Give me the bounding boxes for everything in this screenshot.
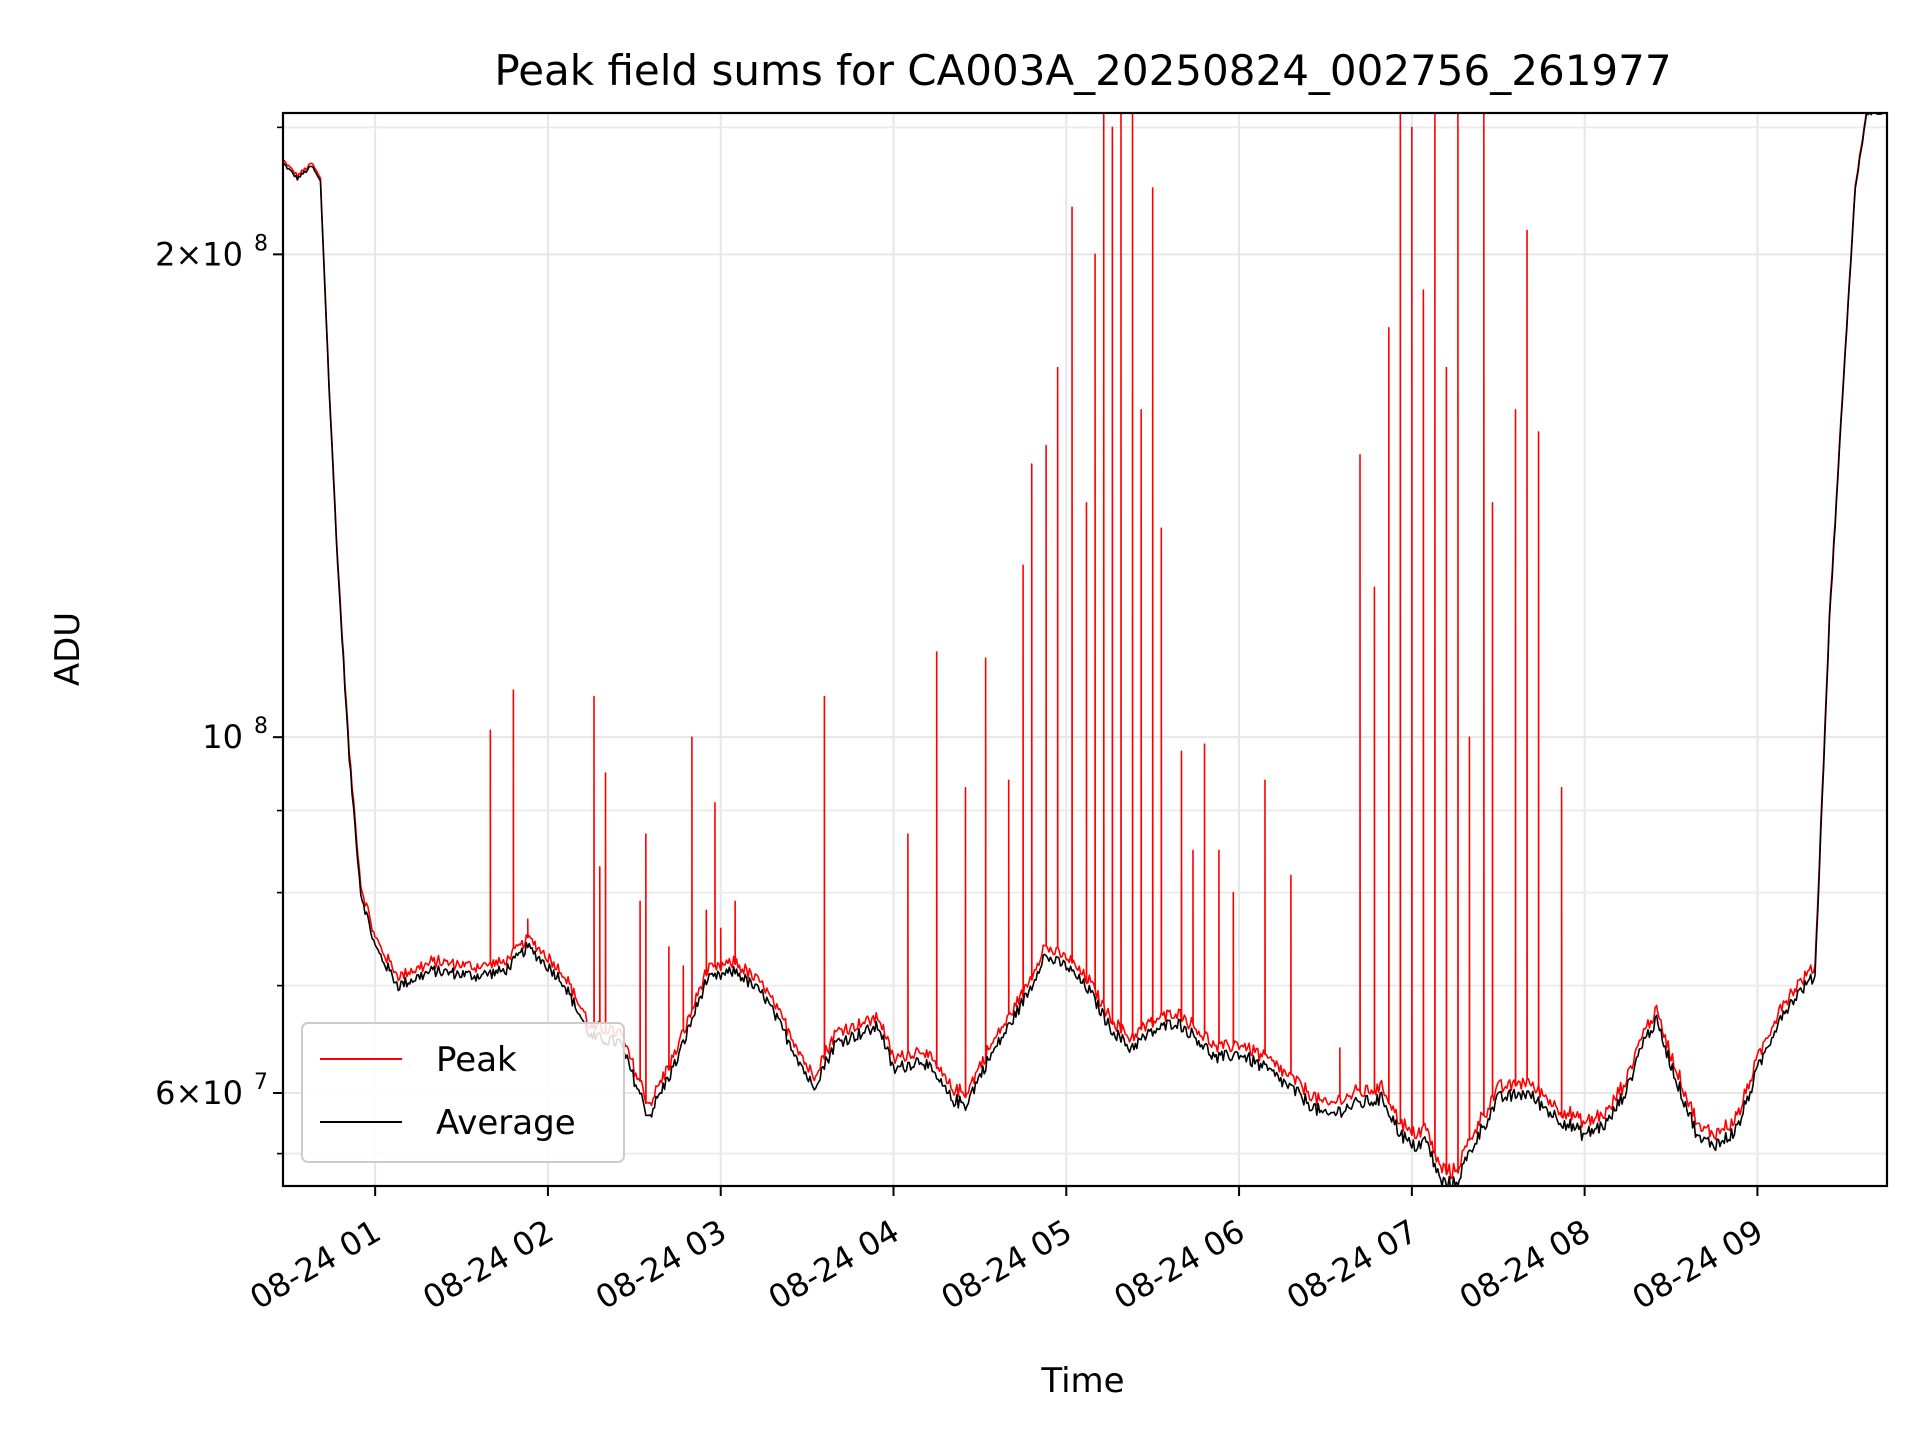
- y-tick-label-base: 2×10: [155, 235, 243, 273]
- y-tick-label: 10: [202, 718, 243, 756]
- series-line-peak: [283, 113, 1868, 1180]
- series-line-average: [283, 113, 1887, 1186]
- legend-label-peak: Peak: [436, 1040, 517, 1080]
- y-tick-label: 6×10: [155, 1074, 243, 1112]
- y-tick-label-base: 6×10: [155, 1074, 243, 1112]
- x-axis-label: Time: [1040, 1361, 1124, 1401]
- legend-label-average: Average: [436, 1103, 576, 1143]
- chart-title: Peak field sums for CA003A_20250824_0027…: [494, 46, 1671, 95]
- y-tick-label-base: 10: [202, 718, 243, 756]
- plot-frame: [281, 111, 1889, 1188]
- legend-box: [301, 1022, 625, 1163]
- y-tick-label-exponent: 8: [254, 714, 268, 739]
- y-tick-label-exponent: 8: [254, 231, 268, 256]
- y-tick-label: 2×10: [155, 235, 243, 273]
- legend: Peak Average: [301, 1022, 625, 1163]
- series-layer: [283, 113, 1887, 1186]
- y-axis-label: ADU: [48, 612, 88, 686]
- y-tick-label-exponent: 7: [254, 1070, 268, 1095]
